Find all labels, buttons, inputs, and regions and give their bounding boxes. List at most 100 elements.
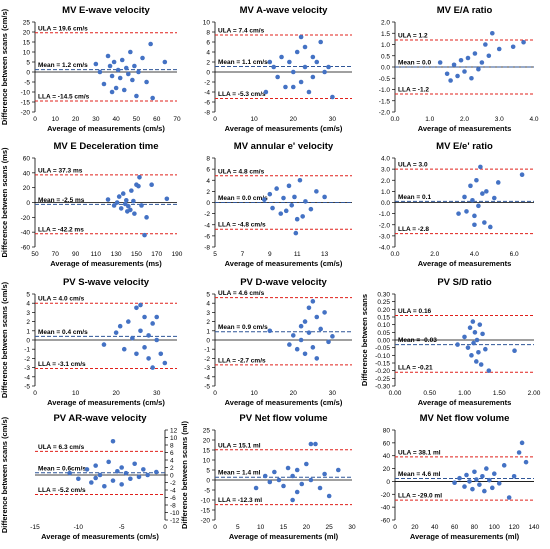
mean-label: Mean = 0.4 cm/s [38,329,88,336]
y-tick-label: 40 [23,170,31,177]
y-tick-label: 20 [23,30,31,37]
data-point [128,49,133,55]
x-tick-label: 5 [213,251,217,258]
upper-limit-label: ULA = 15.1 ml [218,442,261,449]
data-point [120,191,126,196]
x-tick-label: 3.0 [495,116,504,123]
x-tick-label: 13 [321,251,329,258]
data-point [462,194,467,200]
mean-label: Mean = 0.9 cm/s [218,324,268,331]
x-tick-label: 0.00 [389,390,402,397]
data-point [480,331,485,337]
data-point [306,89,312,95]
data-point [464,472,469,478]
y-tick-label: -15 [201,508,211,515]
panel-5: MV annular e' velocity -8 -6 -4 -2 0 2 4 6 8 5 7 9 11… [204,141,352,268]
data-point [465,345,471,350]
x-tick-label: 25 [326,524,334,531]
data-point [140,55,145,61]
data-point [298,34,304,40]
data-point [105,197,111,202]
y-tick-label: -5 [24,384,30,391]
x-axis-label: Average of measurements (ml) [229,532,339,541]
x-tick-label: 0 [213,116,217,123]
y-tick-label: 0 [206,338,210,345]
data-point [322,69,327,75]
panel-title: PV S/D ratio [437,277,492,288]
data-point [138,328,143,334]
data-point [490,30,495,36]
y-tick-label: -4 [204,90,210,97]
data-point [117,323,123,329]
panel-6: MV E/e' ratio -4.0 -3.0 -2.0 -1.0 0.0 1.0 2.0 3.… [379,141,534,268]
y-tick-label: -0.20 [375,368,390,375]
x-tick-label: 0 [33,390,37,397]
x-axis-label: Average of measurements (cm/s) [225,398,343,407]
data-point [278,211,284,216]
y-tick-label: -4 [204,222,210,229]
data-point [478,362,484,367]
y-tick-label: 0.05 [377,330,390,337]
data-point [97,472,103,478]
data-point [300,214,305,219]
panel-title: MV E Deceleration time [53,141,158,152]
y-tick-label: 1 [206,328,210,335]
data-point [111,59,117,65]
x-tick-label: 2.00 [528,390,541,397]
x-tick-label: 2.0 [430,251,439,258]
y-axis-label: Difference between scans (cm/s) [0,281,9,398]
upper-limit-label: ULA = 19.6 cm/s [38,25,88,32]
y-tick-label: 1.0 [381,42,390,49]
data-point [519,172,525,177]
x-tick-label: 1.50 [493,390,506,397]
y-tick-label: 0.15 [377,315,390,322]
data-point [131,198,136,204]
y-tick-label: 60 [23,156,31,163]
panel-9: PV S/D ratio -0.30-0.25-0.20-0.15-0.10-0.… [360,277,541,407]
x-tick-label: -5 [119,524,125,531]
data-point [469,75,474,81]
lower-limit-label: LLA = -1.2 [398,87,429,94]
data-point [298,79,304,85]
y-tick-label: 0 [26,70,30,77]
data-point [457,475,462,481]
y-tick-label: -5 [204,488,210,495]
data-point [123,65,129,71]
y-tick-label: 4 [206,301,210,308]
x-tick-label: 120 [509,524,520,531]
data-point [467,325,473,331]
lower-limit-label: LLA = -2.8 [398,226,429,233]
y-tick-label: 0 [26,200,30,207]
y-tick-label: 6 [170,450,174,457]
y-tick-label: -2.0 [379,110,391,117]
panel-title: PV AR-wave velocity [53,413,147,424]
y-tick-label: 0.10 [377,322,390,329]
y-tick-label: -6 [170,495,176,502]
data-point [267,59,273,65]
x-tick-label: 70 [173,116,181,123]
panel-1: MV E-wave velocity -20 -15 -10 -5 0 5 10 15 20 25 0… [0,5,181,133]
data-point [293,230,299,236]
y-tick-label: 4 [170,458,174,465]
data-point [267,479,273,485]
x-tick-label: 30 [329,390,337,397]
data-point [476,349,481,355]
data-point [130,335,135,341]
data-point [144,215,149,220]
panel-title: MV E-wave velocity [62,5,150,16]
x-tick-label: 30 [348,524,356,531]
data-point [474,359,479,364]
x-tick-label: 50 [133,116,141,123]
data-point [462,69,467,74]
x-tick-label: 0.0 [390,251,399,258]
data-point [123,470,129,476]
panel-title: MV E/e' ratio [436,141,493,152]
data-point [470,319,476,324]
y-tick-label: -4 [204,374,210,381]
data-point [482,220,487,225]
data-point [472,469,477,475]
y-tick-label: 20 [383,466,391,473]
y-tick-label: -2 [204,211,210,218]
data-point [119,465,124,470]
x-tick-label: 4.0 [529,116,538,123]
